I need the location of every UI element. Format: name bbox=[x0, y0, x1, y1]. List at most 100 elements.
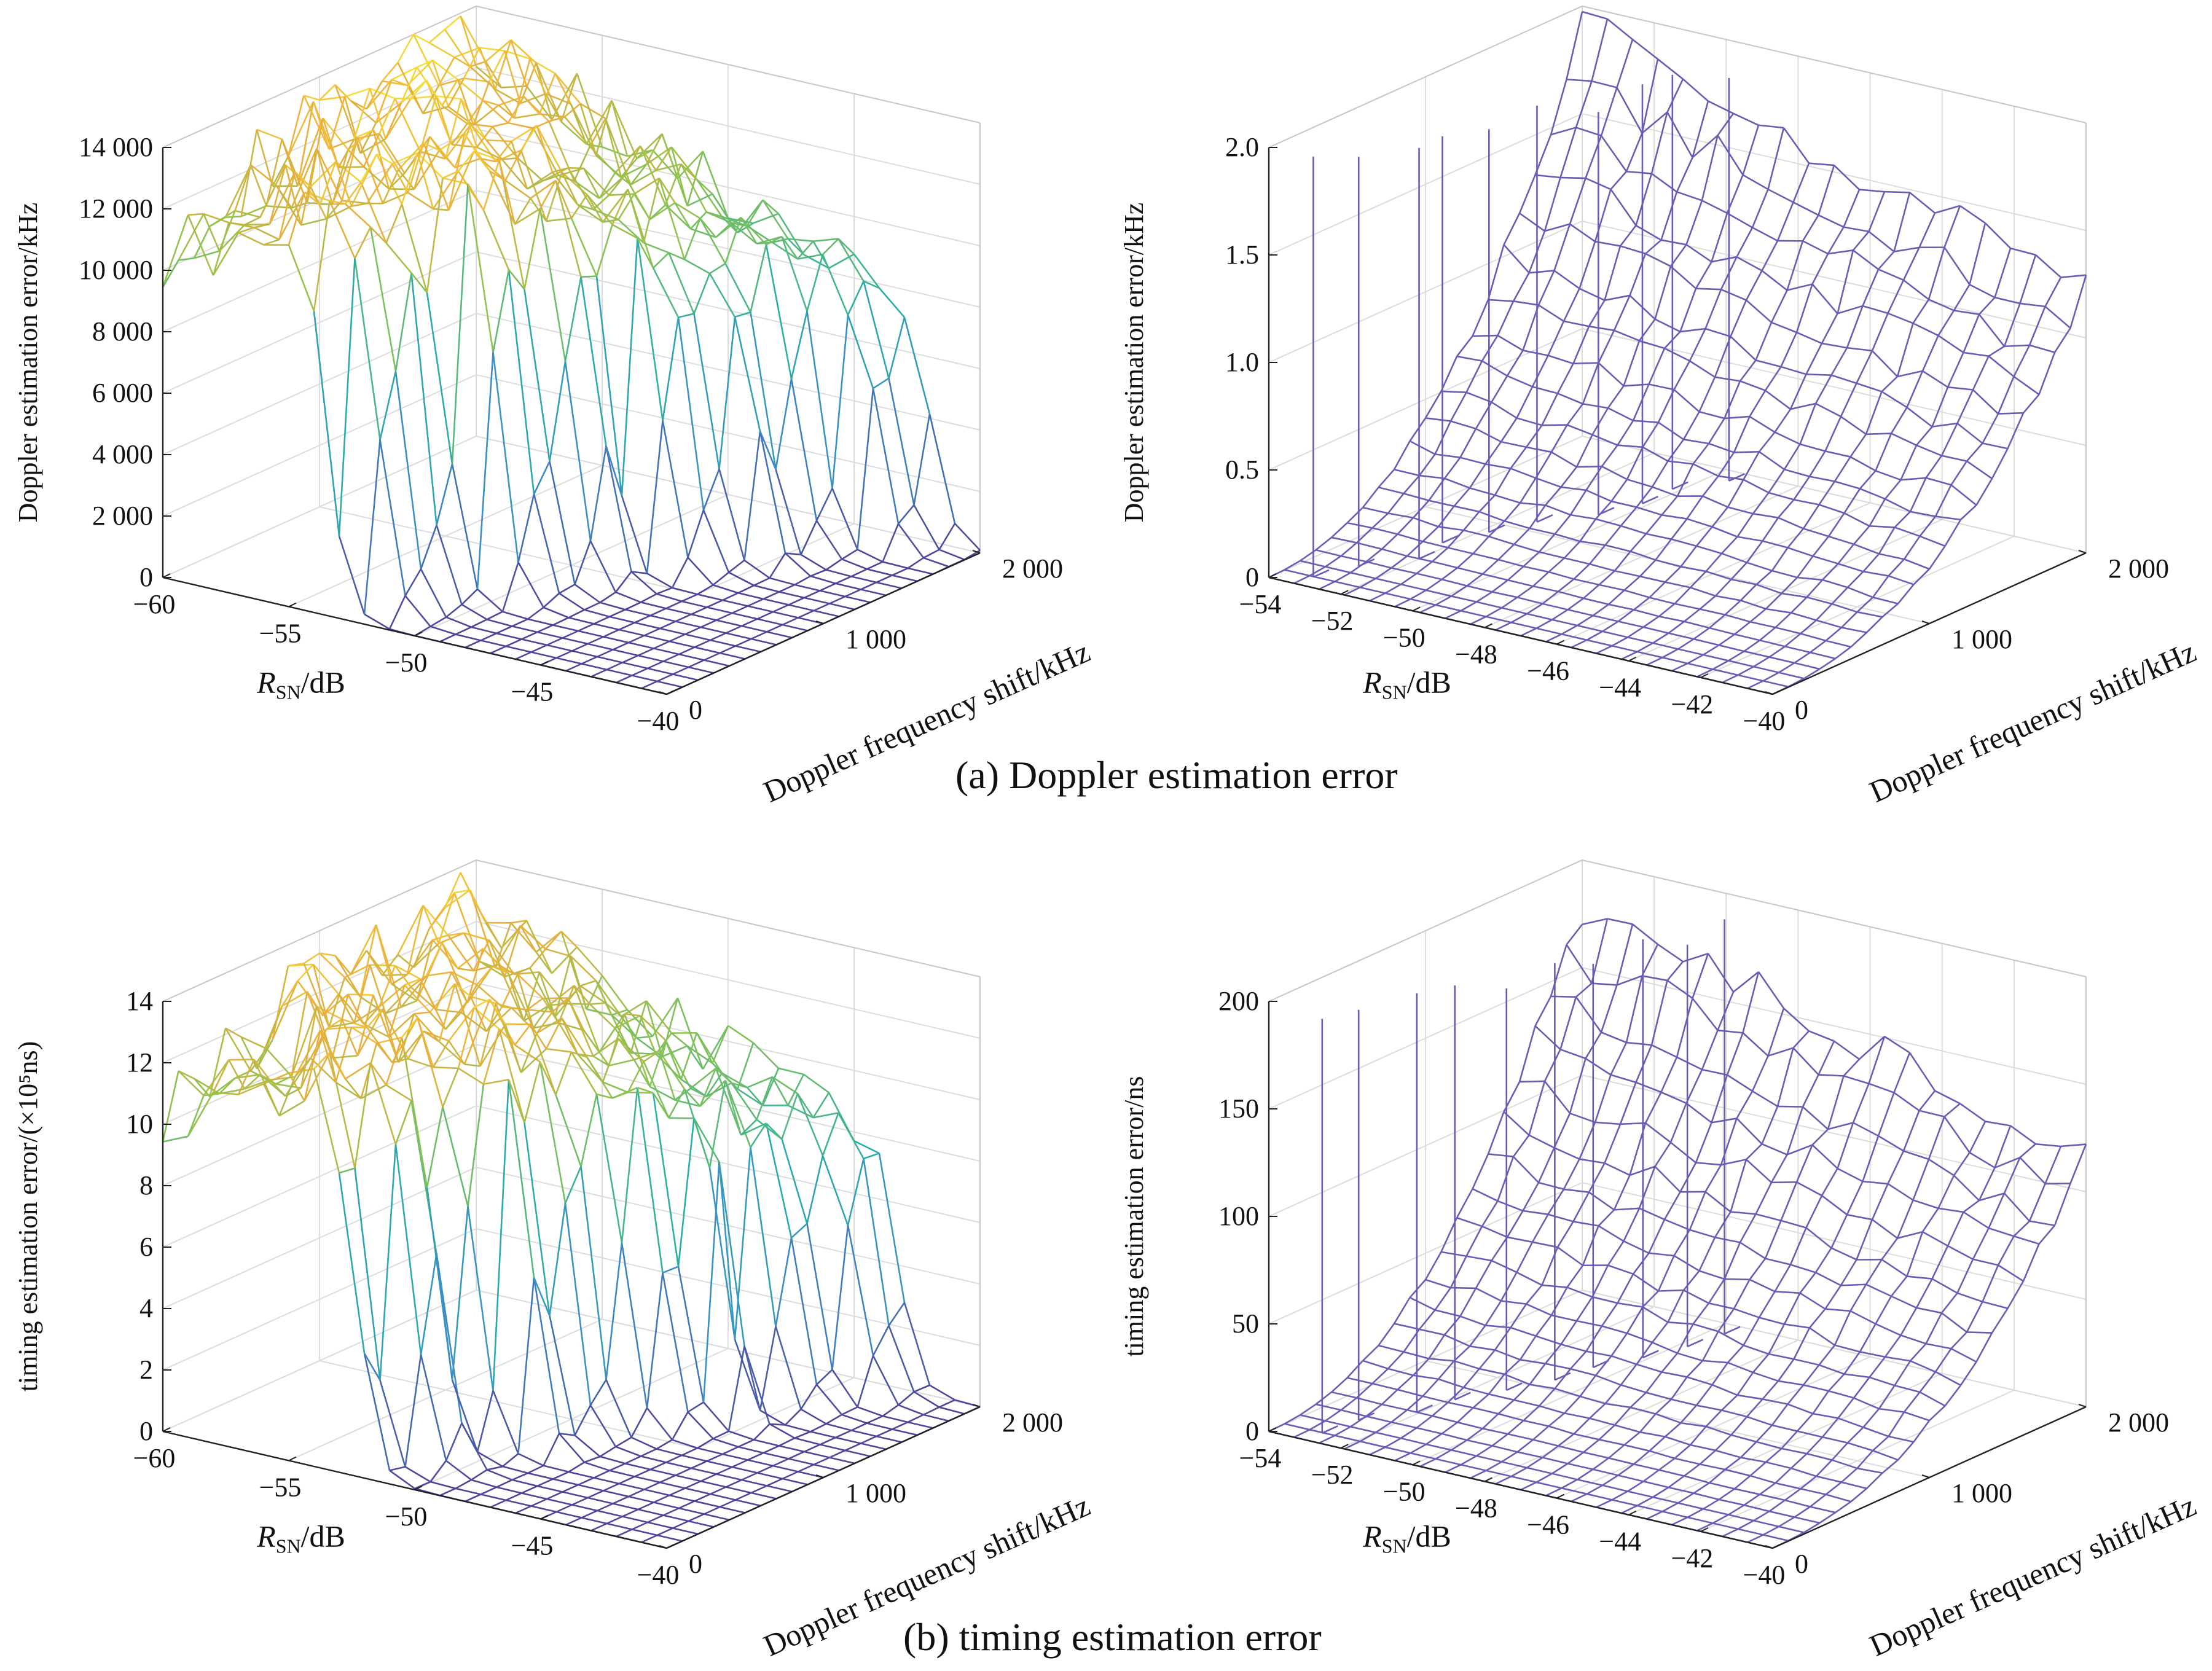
clipped-spikes bbox=[1321, 919, 1741, 1434]
mesh-line bbox=[517, 493, 535, 563]
mesh-line bbox=[718, 1162, 745, 1347]
mesh-line bbox=[1931, 1245, 1949, 1280]
mesh-line bbox=[1454, 505, 1480, 513]
mesh-line bbox=[1543, 177, 1561, 232]
mesh-line bbox=[404, 978, 421, 986]
mesh-line bbox=[611, 1014, 638, 1039]
mesh-line bbox=[1781, 577, 1798, 594]
mesh-line bbox=[1815, 402, 1841, 418]
mesh-line bbox=[1331, 1391, 1357, 1399]
mesh-line bbox=[800, 1384, 818, 1410]
mesh-line bbox=[1476, 591, 1493, 603]
mesh-line bbox=[1567, 1286, 1593, 1298]
mesh-line bbox=[1668, 1321, 1693, 1325]
mesh-line bbox=[715, 222, 732, 238]
mesh-line bbox=[1837, 305, 1863, 315]
mesh-line bbox=[1652, 1341, 1678, 1354]
mesh-line bbox=[1569, 178, 1586, 225]
mesh-line bbox=[570, 217, 598, 277]
mesh-line bbox=[353, 965, 371, 1023]
mesh-line bbox=[2060, 1143, 2087, 1148]
mesh-line bbox=[649, 1086, 676, 1101]
mesh-line bbox=[1784, 1323, 1810, 1329]
mesh-line bbox=[1528, 1081, 1546, 1136]
mesh-line bbox=[1776, 202, 1794, 241]
mesh-line bbox=[1566, 78, 1592, 82]
mesh-line bbox=[1780, 332, 1798, 367]
mesh-line bbox=[2029, 344, 2055, 353]
mesh-line bbox=[1767, 1008, 1785, 1057]
mesh-line bbox=[489, 170, 506, 181]
z-tick-label: 0 bbox=[1245, 1416, 1259, 1446]
mesh-line bbox=[433, 208, 449, 211]
mesh-line bbox=[637, 648, 654, 657]
mesh-line bbox=[602, 1081, 629, 1094]
mesh-line bbox=[505, 1492, 522, 1501]
mesh-line bbox=[549, 461, 576, 585]
mesh-line bbox=[753, 1042, 779, 1069]
mesh-line bbox=[573, 985, 590, 1005]
mesh-line bbox=[769, 552, 786, 579]
mesh-line bbox=[688, 1520, 714, 1528]
mesh-line bbox=[670, 146, 698, 180]
mesh-line bbox=[1545, 1363, 1571, 1370]
mesh-line bbox=[507, 972, 535, 1028]
mesh-line bbox=[1642, 446, 1669, 462]
mesh-line bbox=[1426, 579, 1443, 591]
mesh-line bbox=[1668, 620, 1685, 634]
mesh-line bbox=[1834, 456, 1851, 482]
mesh-line bbox=[1737, 1520, 1754, 1530]
mesh-line bbox=[1872, 1219, 1898, 1239]
mesh-line bbox=[375, 154, 403, 205]
mesh-line bbox=[351, 202, 367, 207]
mesh-line bbox=[479, 47, 496, 90]
mesh-line bbox=[1792, 163, 1810, 203]
mesh-line bbox=[1963, 314, 1980, 353]
mesh-line bbox=[1859, 1323, 1877, 1353]
mesh-line bbox=[1786, 1106, 1804, 1155]
mesh-line bbox=[656, 587, 673, 595]
mesh-line bbox=[288, 192, 305, 246]
mesh-line bbox=[1506, 350, 1524, 377]
mesh-line bbox=[1518, 174, 1536, 214]
mesh-line bbox=[1755, 1182, 1773, 1215]
mesh-line bbox=[1878, 1135, 1904, 1152]
mesh-line bbox=[1559, 996, 1577, 1050]
x-tick-label: −40 bbox=[1743, 1560, 1786, 1590]
mesh-line bbox=[259, 184, 277, 218]
mesh-line bbox=[1935, 515, 1961, 521]
mesh-line bbox=[398, 1030, 425, 1063]
mesh-line bbox=[1906, 407, 1933, 428]
mesh-line bbox=[845, 1449, 871, 1457]
mesh-line bbox=[244, 1079, 270, 1090]
mesh-line bbox=[436, 1009, 461, 1014]
mesh-line bbox=[637, 1087, 654, 1094]
box-top-edge bbox=[1268, 5, 2087, 148]
mesh-line bbox=[451, 184, 469, 464]
mesh-line bbox=[1742, 125, 1760, 176]
mesh-line bbox=[611, 1009, 628, 1016]
mesh-line bbox=[743, 1345, 761, 1411]
mesh-line bbox=[1391, 1421, 1417, 1429]
mesh-line bbox=[1910, 1360, 1936, 1373]
mesh-line bbox=[1510, 1303, 1528, 1328]
mesh-line bbox=[1718, 475, 1744, 480]
mesh-line bbox=[310, 1057, 337, 1083]
mesh-line bbox=[661, 1045, 688, 1058]
mesh-line bbox=[322, 117, 349, 151]
x-tick bbox=[1556, 640, 1565, 645]
mesh-line bbox=[338, 258, 356, 536]
mesh-line bbox=[369, 227, 397, 372]
mesh-line bbox=[410, 975, 427, 988]
mesh-line bbox=[567, 997, 585, 1031]
mesh-line bbox=[504, 179, 531, 199]
mesh-line bbox=[238, 232, 264, 246]
mesh-line bbox=[2053, 327, 2071, 353]
mesh-line bbox=[1497, 1156, 1515, 1202]
mesh-line bbox=[1670, 1141, 1696, 1164]
mesh-line bbox=[1497, 1399, 1515, 1415]
mesh-line bbox=[655, 146, 673, 171]
mesh-line bbox=[725, 1479, 742, 1488]
mesh-line bbox=[262, 1083, 280, 1116]
mesh-line bbox=[2007, 412, 2025, 449]
